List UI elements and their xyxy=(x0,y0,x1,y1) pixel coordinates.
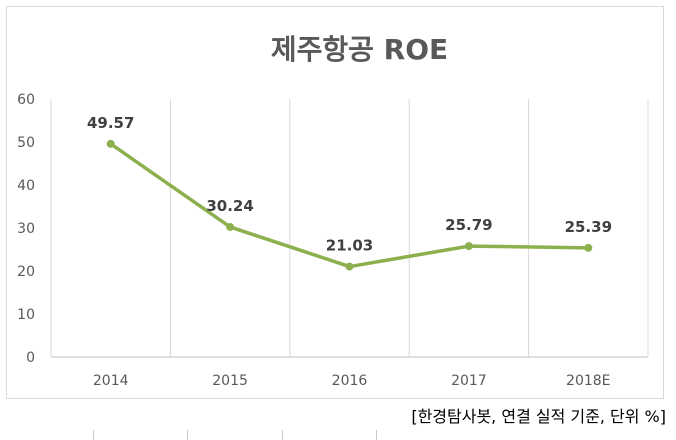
y-tick-label: 50 xyxy=(17,135,35,151)
x-tick-label: 2014 xyxy=(93,373,129,389)
data-point xyxy=(345,262,354,271)
y-tick-label: 60 xyxy=(17,92,35,108)
data-point xyxy=(226,222,235,231)
bottom-divider xyxy=(93,430,94,440)
data-point xyxy=(464,242,473,251)
data-point xyxy=(106,139,115,148)
bottom-divider xyxy=(376,430,377,440)
chart-title: 제주항공 ROE xyxy=(271,33,448,66)
data-label: 30.24 xyxy=(206,197,253,215)
x-tick-label: 2015 xyxy=(212,373,248,389)
x-tick-label: 2018E xyxy=(566,373,610,389)
data-label: 25.79 xyxy=(445,216,492,234)
y-tick-label: 10 xyxy=(17,307,35,323)
data-point xyxy=(584,243,593,252)
y-tick-label: 30 xyxy=(17,221,35,237)
data-label: 21.03 xyxy=(326,237,373,255)
data-label: 49.57 xyxy=(87,114,134,132)
bottom-divider xyxy=(282,430,283,440)
y-tick-label: 40 xyxy=(17,178,35,194)
bottom-divider xyxy=(187,430,188,440)
y-tick-label: 20 xyxy=(17,264,35,280)
x-tick-label: 2017 xyxy=(451,373,487,389)
y-tick-label: 0 xyxy=(26,350,35,366)
source-note: [한경탐사봇, 연결 실적 기준, 단위 %] xyxy=(411,407,666,426)
chart-frame: 제주항공 ROE 0 10 20 30 40 50 60 2014 2015 2016 2017 20… xyxy=(6,6,664,399)
roe-line-chart: 제주항공 ROE 0 10 20 30 40 50 60 2014 2015 2016 2017 20… xyxy=(17,33,649,389)
x-tick-label: 2016 xyxy=(332,373,368,389)
data-label: 25.39 xyxy=(565,218,612,236)
